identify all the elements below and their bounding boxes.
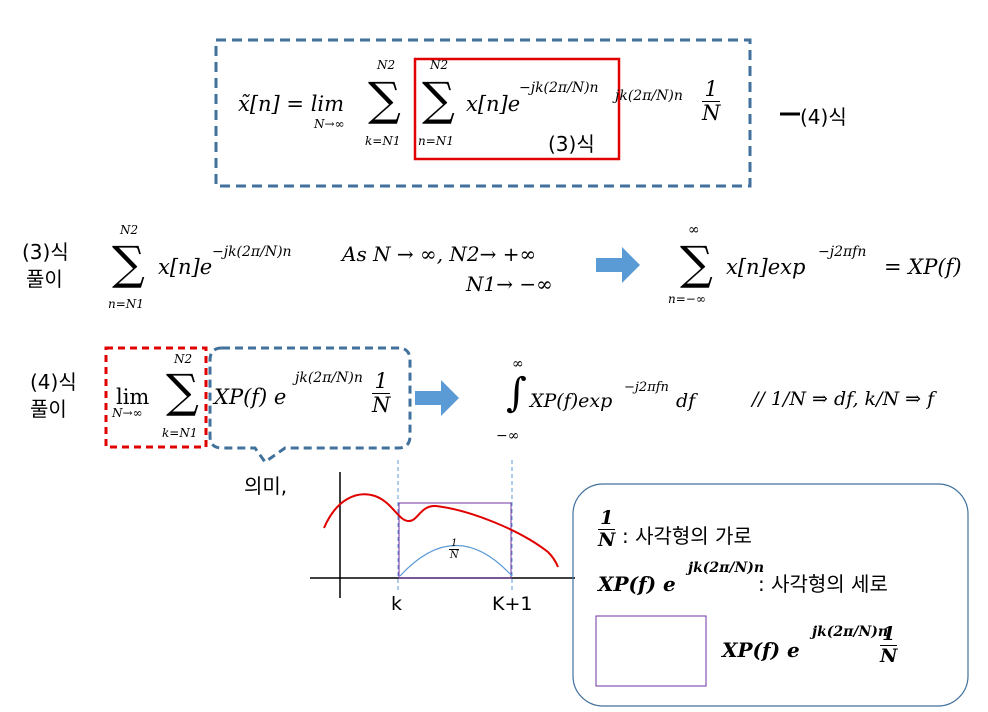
row3-sum-top: N2 [120,223,139,237]
row4-note: // 1/N ⇒ df, k/N ⇒ f [752,388,935,410]
row4-frac: 1 N [372,369,391,418]
row4-lim: lim [116,385,150,409]
row4-sum-bottom: k=N1 [162,426,198,440]
term-blue-dashed-callout [208,346,412,465]
eq3-red-box [413,57,621,161]
meaning-label: 의미, [244,474,288,498]
plot-blue-arc [399,545,513,577]
row4-integral-term: XP(f)exp [530,390,613,412]
row4-term: XP(f) e [214,385,287,409]
top-inner-term: x[n]e [466,92,521,116]
top-equation-dashed-box [214,38,752,188]
row3-result-sum-bottom: n=−∞ [668,292,706,306]
lim-sum-red-dashed-box [104,346,208,449]
top-inner-sum: ∑ [422,72,455,126]
row4-integral-bottom: −∞ [496,428,520,444]
row3-label-line1: (3)식 [22,240,69,264]
top-outer-sum-top: N2 [377,58,396,72]
top-frac: 1 N [702,77,721,126]
legend-line1-label: : 사각형의 가로 [622,524,752,548]
top-outer-sum-bottom: k=N1 [365,134,401,148]
plot-arc-frac: 1 N [449,538,460,561]
top-frac-den: N [702,101,721,126]
row3-exp: −jk(2π/N)n [212,244,292,260]
row3-label-line2: 풀이 [26,267,63,291]
top-inner-sum-bottom: n=N1 [418,134,454,148]
top-outer-exp: jk(2π/N)n [615,88,683,104]
legend-line3-exp: jk(2π/N)n [812,624,889,640]
legend-line3-frac-den: N [880,644,898,667]
legend-line2-label: : 사각형의 세로 [758,572,888,596]
row4-arrow-icon [415,380,459,416]
legend-frac: 1 N [598,508,616,551]
plot-rectangle [398,502,512,579]
eq3-label: (3)식 [548,132,595,156]
row3-arrow-icon [596,247,640,283]
legend-line2-term: XP(f) e [598,572,676,596]
plot-red-curve [323,493,559,568]
top-inner-exp: −jk(2π/N)n [519,80,599,96]
legend-frac-den: N [598,528,616,551]
legend-rectangle [595,615,707,687]
row4-integral-tail: df [676,390,696,412]
plot-arc-frac-num: 1 [449,538,460,550]
row3-result-sum: ∑ [680,236,713,290]
legend-line3-frac: 1 N [880,624,898,667]
row4-label-line1: (4)식 [30,370,77,394]
row4-integral-exp: −j2πfn [624,380,669,395]
row4-label-line2: 풀이 [30,397,67,421]
row3-cond1: As N → ∞, N2→ +∞ [342,242,537,266]
legend-frac-num: 1 [598,508,616,530]
row4-frac-den: N [372,393,391,418]
row3-term: x[n]e [158,255,213,279]
top-lim-sub: N→∞ [314,117,345,131]
row3-result-exp: −j2πfn [818,244,867,260]
row3-result-sum-top: ∞ [688,222,700,238]
row3-sum-bottom: n=N1 [108,297,144,311]
top-outer-sum: ∑ [368,72,401,126]
eq4-label: (4)식 [800,105,847,129]
row4-sum-top: N2 [174,352,193,366]
top-inner-sum-top: N2 [430,58,449,72]
row4-frac-num: 1 [372,369,391,395]
plot-k1-label: K+1 [492,593,533,615]
row3-result-rhs: = XP(f) [884,255,962,279]
row3-result-term: x[n]exp [726,255,806,279]
row4-sum: ∑ [166,364,199,418]
legend-box [572,483,969,707]
row3-sum: ∑ [112,236,145,290]
row4-lim-sub: N→∞ [112,406,143,420]
top-eq-lhs: x̃[n] = lim [238,92,345,116]
legend-line2-exp: jk(2π/N)n [688,560,765,576]
legend-line3-frac-num: 1 [880,624,898,646]
plot-k-label: k [391,593,403,615]
plot-arc-frac-den: N [449,550,459,561]
row3-cond2: N1→ −∞ [466,272,553,296]
row4-integral: ∫ [506,370,527,416]
legend-line3-term: XP(f) e [722,638,800,662]
top-frac-num: 1 [702,77,721,103]
row4-integral-top: ∞ [512,356,524,372]
row4-exp: jk(2π/N)n [295,370,363,386]
